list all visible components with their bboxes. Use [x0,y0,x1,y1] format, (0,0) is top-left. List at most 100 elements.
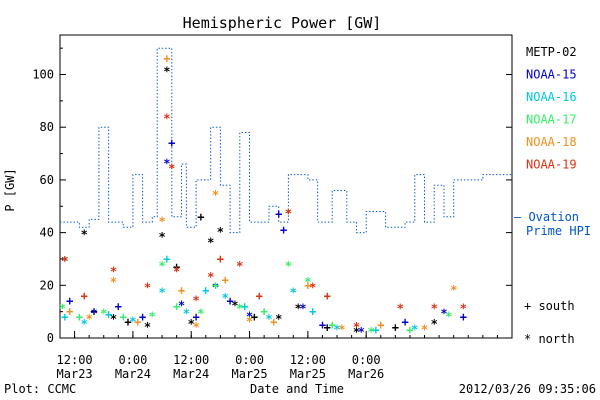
noaa-18-south-point: + [304,278,311,292]
noaa-16-north-point: * [333,323,340,337]
noaa-15-north-point: * [178,299,185,313]
noaa-19-north-point: * [168,162,175,176]
x-tick-label-date: Mar25 [290,367,326,381]
noaa-15-south-point: + [460,310,467,324]
noaa-19-north-point: * [353,320,360,334]
satellite-legend: METP-02 NOAA-15 NOAA-16 NOAA-17 NOAA-18 NOAA-… [526,45,577,172]
metp-02-north-point: * [61,254,68,268]
legend-metp-02: METP-02 [526,45,577,59]
metp-02-north-point: * [217,225,224,239]
noaa-17-north-point: * [158,259,165,273]
noaa-19-north-point: * [110,265,117,279]
legend-noaa-15: NOAA-15 [526,68,577,82]
noaa-19-south-point: + [81,289,88,303]
metp-02-south-point: + [197,210,204,224]
noaa-19-south-point: + [324,289,331,303]
metp-02-north-point: * [144,320,151,334]
legend-noaa-17: NOAA-17 [526,113,577,127]
x-axis: 12:00Mar230:00Mar2412:00Mar240:00Mar2512… [57,331,513,381]
noaa-18-north-point: * [110,275,117,289]
noaa-15-north-point: * [299,301,306,315]
model-legend-line2: Prime HPI [526,224,591,238]
noaa-18-south-point: + [377,318,384,332]
x-tick-label-time: 12:00 [290,353,326,367]
legend-noaa-18: NOAA-18 [526,135,577,149]
footer-plot-credit: Plot: CCMC [4,382,76,396]
noaa-16-south-point: + [163,252,170,266]
noaa-15-south-point: + [115,299,122,313]
noaa-17-south-point: + [329,318,336,332]
metp-02-south-point: + [324,321,331,335]
noaa-16-north-point: * [265,312,272,326]
satellite-data-points: **+* + ***+*+***+ **+ * + *+*++*+*+*+*++*+*+* +… [59,52,467,339]
noaa-19-south-point: + [256,289,263,303]
symbol-legend-north: * north [524,332,575,346]
x-tick-label-time: 0:00 [118,353,147,367]
y-tick-label: 0 [47,331,54,345]
noaa-19-north-point: * [309,280,316,294]
metp-02-south-point: + [251,310,258,324]
noaa-17-north-point: * [367,325,374,339]
noaa-19-north-point: * [173,265,180,279]
metp-02-north-point: * [188,317,195,331]
noaa-17-north-point: * [100,307,107,321]
x-tick-label-date: Mar24 [115,367,151,381]
model-legend-line1: — Ovation [514,210,579,224]
metp-02-north-point: * [158,230,165,244]
noaa-18-north-point: * [192,320,199,334]
noaa-16-north-point: * [158,286,165,300]
noaa-15-south-point: + [275,207,282,221]
noaa-17-north-point: * [445,309,452,323]
noaa-16-north-point: * [81,317,88,331]
noaa-19-north-point: * [144,280,151,294]
metp-02-north-point: * [231,299,238,313]
x-tick-label-date: Mar26 [348,367,384,381]
noaa-16-south-point: + [309,305,316,319]
metp-02-north-point: * [353,325,360,339]
y-axis-label: P [GW] [3,168,17,211]
metp-02-south-point: + [90,305,97,319]
noaa-19-north-point: * [431,301,438,315]
metp-02-north-point: * [431,317,438,331]
metp-02-north-point: * [275,312,282,326]
noaa-17-south-point: + [173,299,180,313]
noaa-15-north-point: * [163,157,170,171]
noaa-17-south-point: + [212,278,219,292]
noaa-19-north-point: * [285,207,292,221]
noaa-17-north-point: * [197,307,204,321]
noaa-16-south-point: + [241,299,248,313]
y-axis: 0 20 40 60 80 100 [32,47,512,345]
noaa-16-south-point: + [372,323,379,337]
x-tick-label-date: Mar24 [173,367,209,381]
noaa-18-north-point: * [338,323,345,337]
noaa-15-south-point: + [66,294,73,308]
y-tick-label: 20 [40,278,54,292]
noaa-16-north-point: * [290,286,297,300]
noaa-18-south-point: + [178,284,185,298]
noaa-15-south-point: + [319,318,326,332]
noaa-17-south-point: + [76,310,83,324]
noaa-15-south-point: + [226,294,233,308]
noaa-17-north-point: * [149,309,156,323]
noaa-18-north-point: * [285,207,292,221]
y-tick-label: 100 [32,68,54,82]
noaa-16-north-point: * [129,315,136,329]
noaa-16-south-point: + [61,310,68,324]
noaa-18-north-point: * [450,283,457,297]
noaa-17-north-point: * [304,275,311,289]
metp-02-north-point: * [163,64,170,78]
noaa-16-north-point: * [222,291,229,305]
noaa-15-north-point: * [212,280,219,294]
noaa-15-south-point: + [192,310,199,324]
noaa-16-north-point: * [183,307,190,321]
noaa-19-north-point: * [460,301,467,315]
noaa-18-south-point: + [222,273,229,287]
metp-02-north-point: * [81,228,88,242]
x-tick-label-date: Mar23 [57,367,93,381]
noaa-17-north-point: * [285,259,292,273]
y-tick-label: 40 [40,226,54,240]
noaa-18-north-point: * [421,323,428,337]
noaa-16-south-point: + [105,307,112,321]
x-tick-label-time: 0:00 [235,353,264,367]
